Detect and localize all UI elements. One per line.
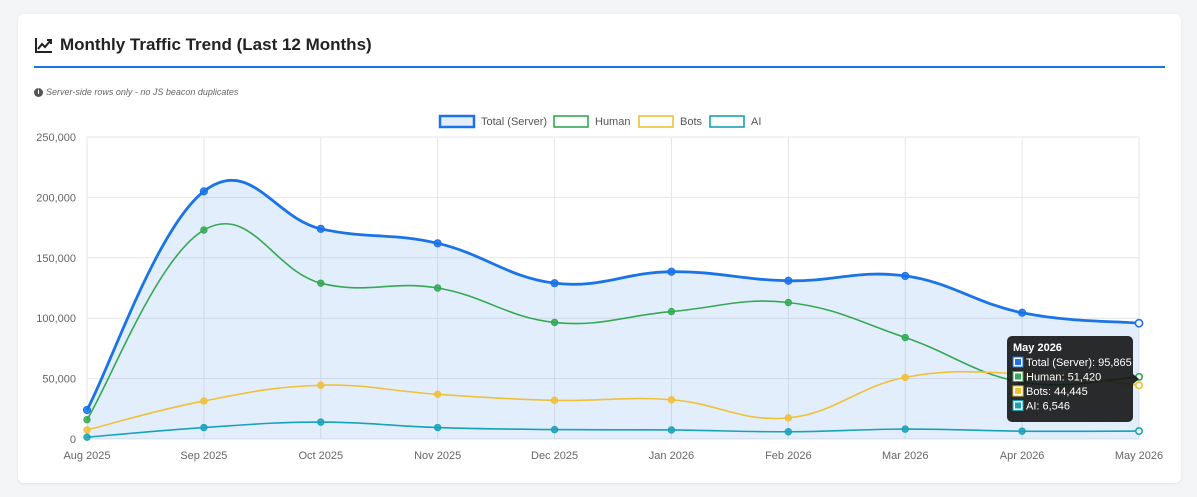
legend-swatch <box>709 115 745 128</box>
data-point[interactable] <box>83 426 91 434</box>
data-point[interactable] <box>901 333 909 342</box>
info-icon: i <box>34 87 43 97</box>
x-tick-label: Dec 2025 <box>531 450 578 462</box>
tooltip-swatch-fill <box>1015 373 1021 380</box>
line-chart-icon <box>35 38 52 53</box>
data-point[interactable] <box>901 425 909 433</box>
data-point[interactable] <box>200 423 208 432</box>
y-tick-label: 250,000 <box>36 132 76 144</box>
legend-label: Bots <box>680 116 703 128</box>
data-point[interactable] <box>784 414 793 422</box>
x-tick-label: Jan 2026 <box>649 450 694 462</box>
y-tick-label: 100,000 <box>36 313 76 325</box>
y-tick-label: 0 <box>70 434 76 446</box>
data-point[interactable] <box>1134 318 1144 328</box>
data-point[interactable] <box>784 428 793 436</box>
source-note: i Server-side rows only - no JS beacon d… <box>34 87 238 97</box>
data-point[interactable] <box>784 298 793 307</box>
legend-swatch <box>638 115 674 128</box>
x-tick-label: Mar 2026 <box>882 450 928 462</box>
legend-item[interactable]: Human <box>553 115 630 128</box>
data-point[interactable] <box>317 279 325 287</box>
card-header: Monthly Traffic Trend (Last 12 Months) <box>34 34 1165 68</box>
series-line <box>85 178 1140 411</box>
data-point[interactable] <box>667 267 676 276</box>
tooltip-line: Bots: 44,445 <box>1026 386 1088 398</box>
data-point[interactable] <box>550 318 559 327</box>
series-human <box>83 222 1144 424</box>
x-tick-label: Aug 2025 <box>63 450 110 462</box>
data-point[interactable] <box>1135 427 1144 436</box>
series-total-server <box>82 178 1144 439</box>
data-point[interactable] <box>901 373 909 382</box>
series-line <box>86 370 1140 431</box>
traffic-trend-card: Monthly Traffic Trend (Last 12 Months) i… <box>18 14 1181 483</box>
legend-item[interactable]: AI <box>709 115 761 128</box>
legend-item[interactable]: Bots <box>638 115 703 128</box>
legend-swatch <box>553 115 589 128</box>
data-point[interactable] <box>433 423 442 432</box>
legend-swatch <box>438 114 476 129</box>
data-point[interactable] <box>1018 308 1027 317</box>
x-tick-label: May 2026 <box>1115 450 1163 462</box>
data-point[interactable] <box>433 239 442 248</box>
data-point[interactable] <box>667 396 676 404</box>
data-point[interactable] <box>784 276 793 285</box>
data-point[interactable] <box>82 405 92 415</box>
tooltip-box <box>1007 336 1133 422</box>
tooltip-swatch-fill <box>1015 402 1021 409</box>
data-point[interactable] <box>317 381 325 389</box>
data-point[interactable] <box>317 418 325 426</box>
legend: Total (Server) Human Bots AI <box>438 114 761 129</box>
data-point[interactable] <box>550 396 559 405</box>
x-tick-label: Sep 2025 <box>180 450 227 462</box>
data-point[interactable] <box>1018 427 1026 435</box>
data-point[interactable] <box>83 415 91 424</box>
data-point[interactable] <box>667 307 676 316</box>
tooltip-line: AI: 6,546 <box>1026 401 1070 413</box>
data-point[interactable] <box>200 226 208 234</box>
series-line <box>86 421 1140 438</box>
x-tick-label: Apr 2026 <box>1000 450 1045 462</box>
legend-item[interactable]: Total (Server) <box>438 114 547 129</box>
data-point[interactable] <box>433 284 442 292</box>
data-point[interactable] <box>550 279 559 288</box>
source-note-text: Server-side rows only - no JS beacon dup… <box>46 87 239 97</box>
series-area <box>87 180 1139 439</box>
legend-label: Total (Server) <box>481 116 547 128</box>
y-tick-label: 150,000 <box>36 253 76 265</box>
x-tick-label: Oct 2025 <box>298 450 343 462</box>
y-tick-label: 200,000 <box>36 192 76 204</box>
tooltip-swatch-fill <box>1015 359 1021 365</box>
y-tick-label: 50,000 <box>42 374 76 386</box>
data-point[interactable] <box>199 187 208 196</box>
grid <box>86 136 1140 440</box>
data-point[interactable] <box>83 433 91 441</box>
page-title: Monthly Traffic Trend (Last 12 Months) <box>60 35 372 54</box>
legend-label: Human <box>595 116 630 128</box>
tooltip-line: Human: 51,420 <box>1026 372 1101 384</box>
x-tick-label: Feb 2026 <box>765 450 811 462</box>
data-point[interactable] <box>1135 381 1144 390</box>
legend-label: AI <box>751 116 761 128</box>
tooltip: May 2026 Total (Server): 95,865 Human: 51,… <box>1007 336 1139 422</box>
data-point[interactable] <box>667 426 676 434</box>
data-point[interactable] <box>200 397 208 405</box>
tooltip-line: Total (Server): 95,865 <box>1026 357 1132 369</box>
series-line <box>86 222 1140 421</box>
tooltip-title: May 2026 <box>1013 342 1062 354</box>
series-ai <box>83 418 1144 441</box>
tooltip-caret <box>1133 374 1139 384</box>
tooltip-swatch-fill <box>1015 388 1021 394</box>
data-point[interactable] <box>550 425 559 434</box>
data-point[interactable] <box>901 271 910 281</box>
x-tick-label: Nov 2025 <box>414 450 461 462</box>
data-point[interactable] <box>433 390 442 399</box>
data-point[interactable] <box>316 224 325 233</box>
